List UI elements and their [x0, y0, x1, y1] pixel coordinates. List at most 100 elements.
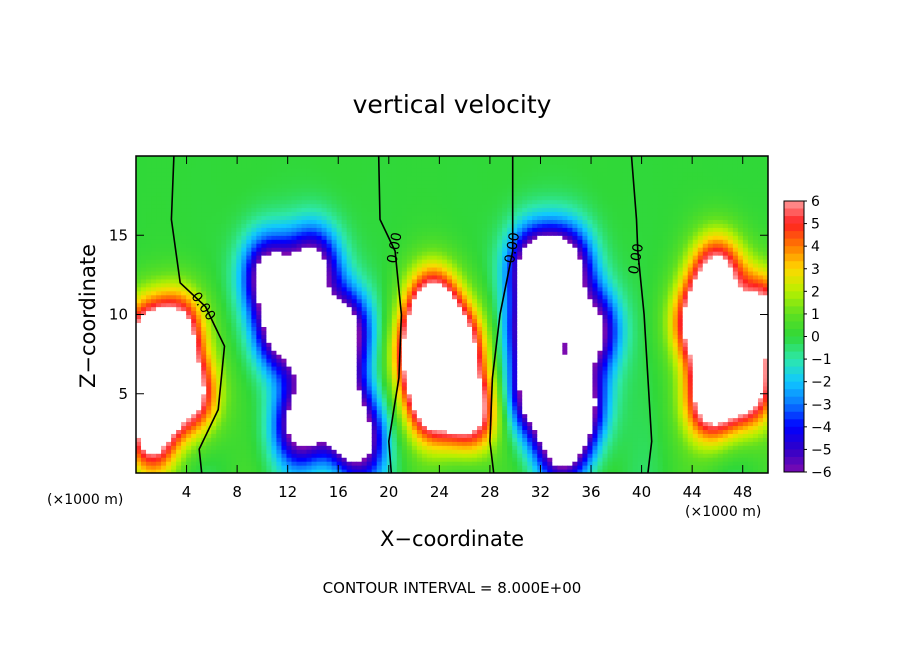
heatmap-cell [236, 326, 242, 331]
heatmap-cell [416, 247, 423, 252]
heatmap-cell [346, 421, 353, 427]
heatmap-cell [146, 270, 152, 276]
heatmap-cell [361, 322, 368, 327]
heatmap-cell [331, 421, 338, 427]
heatmap-cell [146, 156, 152, 161]
heatmap-cell [376, 413, 383, 419]
heatmap-cell [261, 401, 268, 407]
heatmap-cell [286, 235, 293, 240]
heatmap-cell [446, 441, 453, 446]
heatmap-cell [301, 171, 308, 177]
heatmap-cell [161, 243, 167, 248]
heatmap-cell [306, 167, 313, 173]
heatmap-cell [231, 437, 237, 442]
heatmap-cell [251, 322, 257, 327]
heatmap-cell [431, 266, 438, 272]
heatmap-cell [316, 167, 323, 173]
heatmap-cell [216, 385, 222, 391]
heatmap-cell [356, 207, 363, 213]
heatmap-cell [441, 469, 448, 473]
heatmap-cell [326, 334, 333, 339]
heatmap-cell [241, 171, 247, 177]
heatmap-cell [161, 350, 167, 355]
heatmap-cell [216, 409, 222, 415]
heatmap-cell [361, 278, 368, 284]
heatmap-cell [361, 191, 368, 197]
heatmap-cell [251, 227, 257, 232]
heatmap-cell [426, 314, 433, 320]
heatmap-cell [356, 227, 363, 232]
heatmap-cell [276, 445, 283, 450]
heatmap-cell [406, 397, 413, 403]
heatmap-cell [266, 255, 273, 260]
heatmap-cell [331, 235, 338, 240]
heatmap-cell [416, 171, 423, 177]
heatmap-cell [296, 377, 303, 383]
heatmap-cell [236, 306, 242, 312]
heatmap-cell [361, 413, 368, 419]
heatmap-cell [391, 203, 398, 209]
heatmap-cell [391, 385, 398, 391]
heatmap-cell [321, 401, 328, 407]
heatmap-cell [286, 203, 293, 209]
heatmap-cell [261, 318, 268, 324]
heatmap-cell [276, 231, 283, 236]
heatmap-cell [351, 334, 358, 339]
heatmap-cell [256, 393, 262, 399]
heatmap-cell [341, 278, 348, 284]
heatmap-cell [266, 437, 273, 442]
heatmap-cell [196, 377, 202, 383]
heatmap-cell [141, 429, 147, 434]
heatmap-cell [201, 247, 207, 252]
heatmap-cell [151, 334, 157, 339]
heatmap-cell [336, 342, 343, 347]
heatmap-cell [356, 231, 363, 236]
heatmap-cell [331, 262, 338, 268]
heatmap-cell [366, 211, 373, 217]
heatmap-cell [371, 167, 378, 173]
heatmap-cell [296, 278, 303, 284]
heatmap-cell [446, 465, 453, 470]
heatmap-cell [286, 393, 293, 399]
heatmap-cell [206, 223, 212, 228]
heatmap-cell [406, 282, 413, 288]
heatmap-cell [436, 330, 443, 335]
heatmap-cell [206, 350, 212, 355]
heatmap-cell [381, 179, 388, 185]
heatmap-cell [371, 449, 378, 454]
heatmap-cell [381, 247, 388, 252]
heatmap-cell [236, 298, 242, 304]
heatmap-cell [146, 354, 152, 359]
heatmap-cell [251, 461, 257, 466]
heatmap-cell [251, 381, 257, 387]
heatmap-cell [176, 195, 182, 201]
heatmap-cell [241, 401, 247, 407]
heatmap-cell [321, 437, 328, 442]
heatmap-cell [421, 465, 428, 470]
heatmap-cell [286, 373, 293, 379]
heatmap-cell [301, 437, 308, 442]
heatmap-cell [256, 175, 262, 181]
heatmap-cell [301, 207, 308, 213]
heatmap-cell [276, 453, 283, 458]
heatmap-cell [371, 334, 378, 339]
heatmap-cell [266, 330, 273, 335]
heatmap-cell [316, 393, 323, 399]
heatmap-cell [161, 175, 167, 181]
heatmap-cell [171, 223, 177, 228]
heatmap-cell [406, 262, 413, 268]
heatmap-cell [231, 290, 237, 296]
heatmap-cell [331, 259, 338, 264]
heatmap-cell [186, 302, 192, 308]
heatmap-cell [386, 215, 393, 220]
heatmap-cell [346, 235, 353, 240]
heatmap-cell [311, 322, 318, 327]
heatmap-cell [421, 342, 428, 347]
heatmap-cell [191, 199, 197, 205]
heatmap-cell [196, 223, 202, 228]
heatmap-cell [301, 342, 308, 347]
heatmap-cell [211, 393, 217, 399]
heatmap-cell [246, 358, 252, 363]
heatmap-cell [386, 207, 393, 213]
heatmap-cell [376, 342, 383, 347]
